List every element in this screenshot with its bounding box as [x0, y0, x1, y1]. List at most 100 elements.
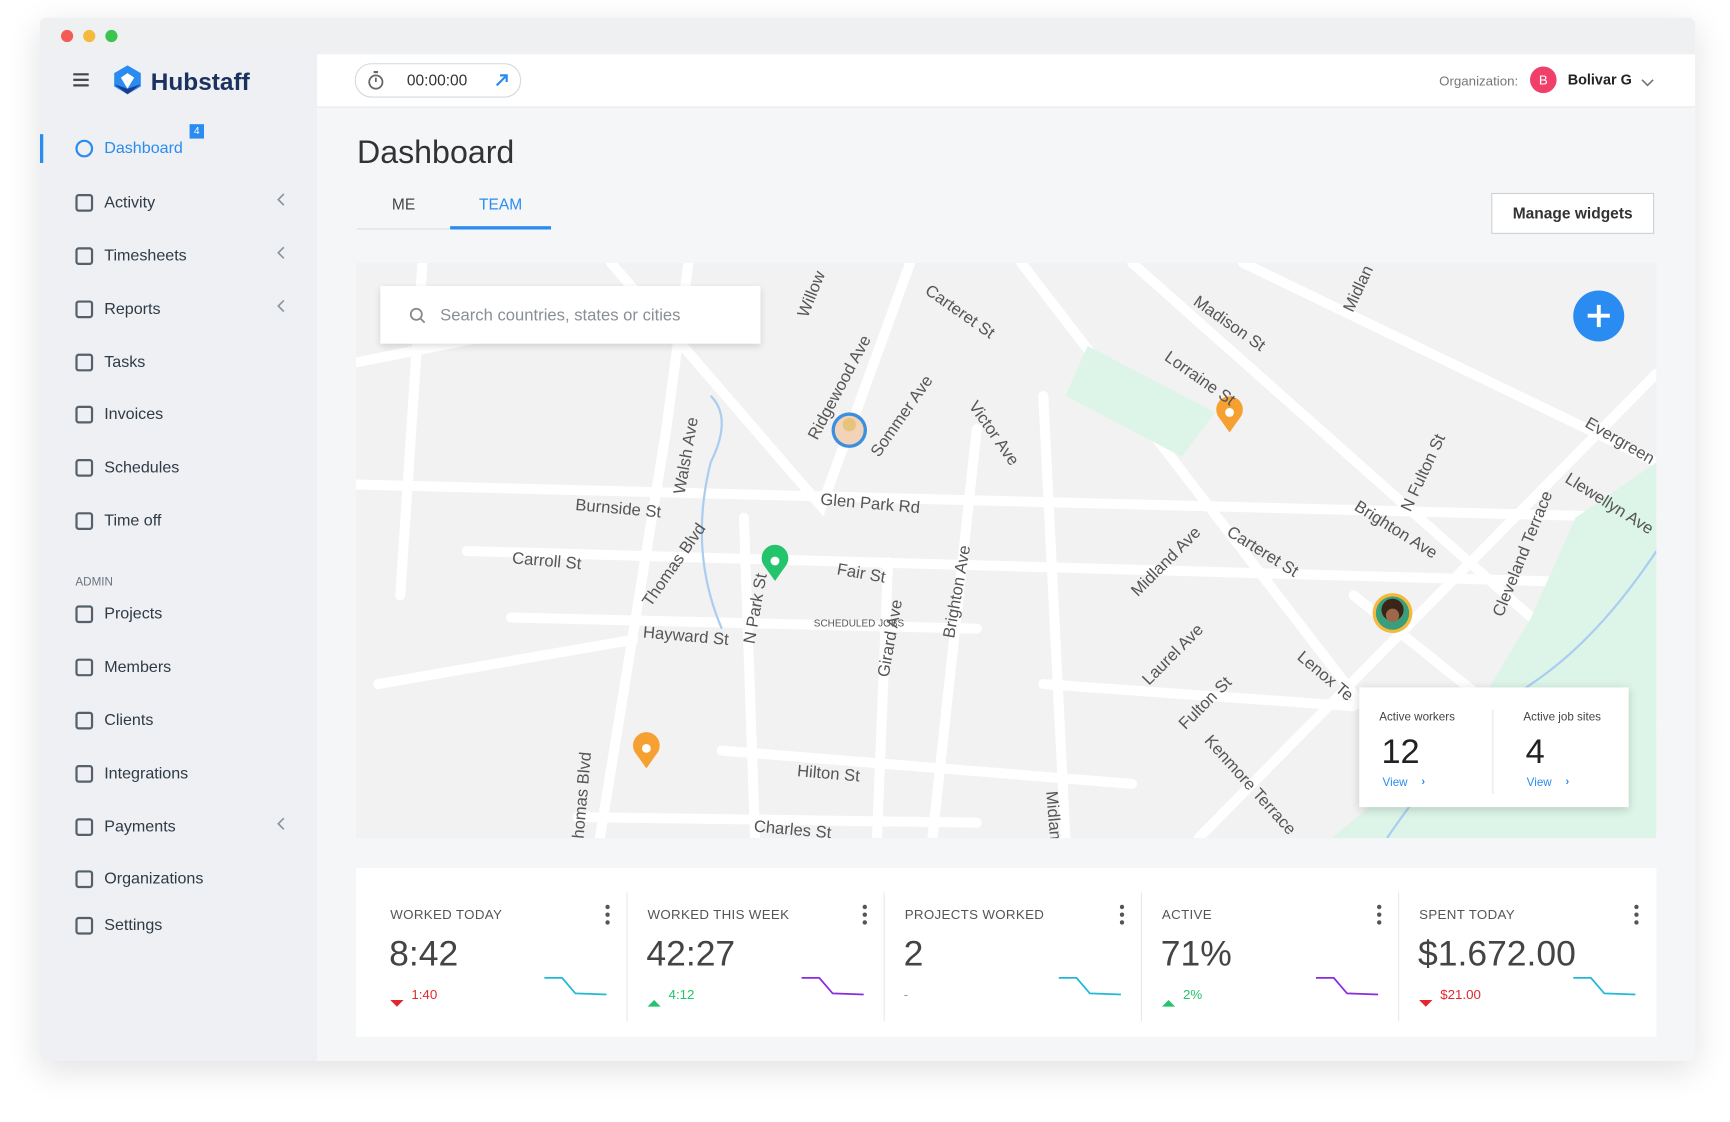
sparkline — [1314, 976, 1381, 1006]
submenu-chevron[interactable] — [276, 192, 285, 210]
widget-menu[interactable] — [1377, 904, 1382, 926]
nav-icon — [75, 459, 94, 477]
stat-link-chevron[interactable]: › — [1421, 776, 1426, 789]
stat-link[interactable]: View — [1526, 776, 1552, 790]
submenu-chevron[interactable] — [276, 298, 285, 316]
timer-text: 00:00:00 — [406, 70, 468, 89]
trend-arrow — [1161, 992, 1176, 1012]
logo — [114, 65, 141, 95]
nav-item[interactable]: Settings — [75, 912, 162, 939]
nav-badge: 4 — [189, 124, 205, 139]
widget-value: 8:42 — [389, 933, 459, 974]
nav-item[interactable]: Organizations — [75, 866, 203, 893]
nav-item[interactable]: Payments — [75, 814, 176, 841]
close-dot[interactable] — [60, 29, 74, 43]
widgets-row: WORKED TODAY 8:42 1:40 WORKED THIS WEEK 42:2… — [355, 868, 1657, 1037]
admin-heading: ADMIN — [75, 575, 113, 589]
nav-icon — [75, 765, 94, 783]
nav-icon — [75, 512, 94, 530]
nav-label: Activity — [104, 194, 156, 212]
nav-label: Invoices — [104, 405, 164, 424]
widget-divider — [883, 892, 885, 1022]
nav-item[interactable]: Schedules — [75, 455, 179, 482]
nav-item[interactable]: Dashboard — [75, 135, 183, 162]
nav-item[interactable]: Projects — [75, 601, 162, 628]
widget-divider — [626, 892, 628, 1022]
nav-item[interactable]: Tasks — [75, 349, 145, 376]
stats-card: Active workers 12 View › Active job sites 4 Vi… — [1359, 687, 1629, 808]
trend-arrow — [390, 993, 404, 1013]
nav-label: Time off — [104, 512, 162, 530]
nav-label: Projects — [104, 605, 163, 624]
widget-value: 71% — [1160, 933, 1232, 974]
stats-divider — [1492, 709, 1494, 794]
widget-menu[interactable] — [1119, 904, 1125, 926]
nav-item[interactable]: Invoices — [75, 401, 163, 428]
title-bar — [39, 17, 1696, 55]
avatar[interactable] — [1372, 593, 1413, 634]
stat-link-chevron[interactable]: › — [1565, 776, 1570, 789]
nav-icon — [75, 194, 94, 212]
nav-label: Timesheets — [104, 247, 187, 265]
org-name[interactable]: Bolivar G — [1567, 70, 1632, 88]
nav-label: Reports — [104, 300, 161, 319]
nav-icon — [75, 139, 94, 158]
sparkline — [799, 976, 866, 1006]
nav-label: Settings — [104, 916, 163, 935]
nav-item[interactable]: Timesheets — [75, 243, 187, 270]
nav-icon — [75, 300, 94, 319]
nav-icon — [75, 870, 94, 889]
widget-change: 1:40 — [411, 986, 438, 1003]
nav-icon — [75, 658, 94, 677]
widget-divider — [1140, 892, 1142, 1022]
nav-icon — [75, 605, 94, 624]
widget-label: ACTIVE — [1161, 906, 1212, 923]
widget-menu[interactable] — [1634, 904, 1639, 926]
scheduled-label: SCHEDULED JOBS — [813, 617, 905, 629]
nav-item[interactable]: Reports — [75, 296, 161, 323]
widget-divider — [1398, 892, 1400, 1022]
active-indicator — [39, 134, 44, 163]
nav-label: Members — [104, 658, 172, 677]
org-chevron[interactable] — [1641, 79, 1654, 88]
orange-pin[interactable] — [1216, 396, 1243, 433]
nav-item[interactable]: Time off — [75, 508, 161, 535]
widget-value: $1.672.00 — [1418, 933, 1576, 974]
sparkline — [1057, 976, 1124, 1006]
stat-value: 4 — [1525, 731, 1545, 771]
brand: Hubstaff — [150, 67, 250, 96]
nav-item[interactable]: Activity — [75, 190, 155, 217]
stopwatch-icon — [368, 70, 384, 90]
widget-menu[interactable] — [605, 904, 610, 926]
nav-icon — [75, 353, 94, 372]
nav-label: Organizations — [104, 870, 204, 889]
nav-icon — [75, 711, 94, 730]
menu-icon[interactable] — [73, 73, 91, 87]
map: Willow Carteret St Madison St Midlan Lorrain… — [355, 262, 1657, 839]
tab[interactable]: TEAM — [479, 195, 523, 213]
submenu-chevron[interactable] — [276, 816, 285, 834]
nav-item[interactable]: Members — [75, 654, 171, 681]
search-box[interactable]: Search countries, states or cities — [380, 286, 761, 344]
widget-change: 2% — [1182, 986, 1203, 1003]
timer[interactable]: 00:00:00 — [354, 63, 522, 98]
widget-menu[interactable] — [862, 904, 868, 926]
add-button[interactable] — [1573, 290, 1625, 342]
trend-arrow — [1419, 993, 1433, 1013]
stat-link[interactable]: View — [1382, 776, 1408, 790]
widget-change: - — [903, 986, 909, 1003]
nav-item[interactable]: Clients — [75, 707, 153, 734]
submenu-chevron[interactable] — [276, 245, 285, 263]
maximize-dot[interactable] — [105, 29, 118, 43]
search-icon — [409, 307, 426, 324]
manage-widgets-button[interactable]: Manage widgets — [1491, 192, 1655, 234]
avatar[interactable] — [831, 412, 868, 448]
minimize-dot[interactable] — [83, 29, 96, 43]
open-icon[interactable] — [495, 73, 509, 87]
nav-icon — [75, 247, 94, 265]
nav-item[interactable]: Integrations — [75, 761, 188, 788]
top-bar: 00:00:00 Organization: B Bolivar G — [317, 54, 1696, 108]
green-pin[interactable] — [761, 544, 789, 581]
tab[interactable]: ME — [391, 195, 416, 213]
orange-pin[interactable] — [633, 732, 660, 769]
